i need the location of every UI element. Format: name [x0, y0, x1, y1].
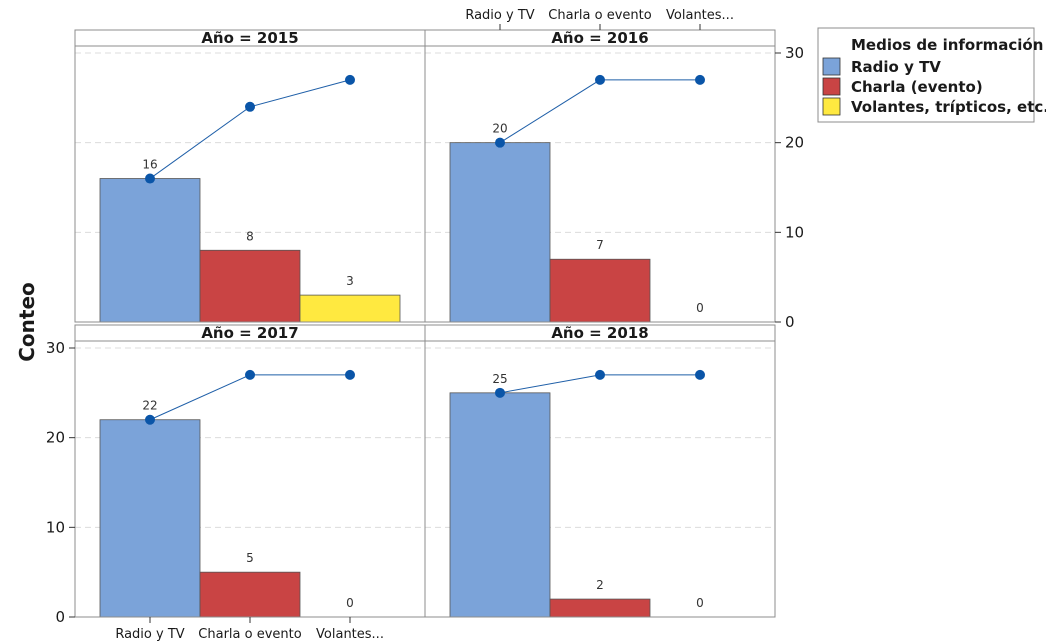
data-label: 7 [596, 238, 604, 252]
y-tick-label: 20 [46, 429, 65, 447]
cumulative-point [495, 387, 505, 398]
bar-radio-y-tv [449, 392, 551, 618]
data-label: 3 [346, 274, 354, 288]
y-tick-label: 0 [785, 313, 795, 331]
y-tick-label: 30 [785, 44, 804, 62]
cumulative-point [595, 74, 605, 85]
data-label: 8 [246, 229, 254, 243]
panel-title: Año = 2015 [201, 29, 298, 47]
legend-title: Medios de información [851, 36, 1043, 54]
data-label: 2 [596, 578, 604, 592]
y-tick-label: 10 [785, 223, 804, 241]
data-label: 22 [142, 399, 157, 413]
legend-swatch [822, 57, 841, 76]
bar-volantes- [299, 294, 401, 323]
cumulative-point [695, 74, 705, 85]
y-tick-label: 10 [46, 518, 65, 536]
bar-charla-o-evento [199, 249, 301, 323]
bar-radio-y-tv [99, 419, 201, 618]
x-tick-label: Radio y TV [465, 8, 534, 23]
data-label: 16 [142, 158, 157, 172]
cumulative-point [345, 369, 355, 380]
legend-swatch [822, 97, 841, 116]
cumulative-point [145, 414, 155, 425]
legend-box [817, 27, 1035, 123]
bar-radio-y-tv [99, 178, 201, 323]
cumulative-point [695, 369, 705, 380]
bar-charla-o-evento [199, 571, 301, 618]
panel-title: Año = 2016 [551, 29, 648, 47]
cumulative-point [345, 74, 355, 85]
y-tick-label: 0 [55, 608, 65, 626]
panel-2015: 16 8 3 Año = 2015 [74, 29, 426, 323]
x-tick-label: Radio y TV [115, 627, 184, 642]
bar-charla-o-evento [549, 598, 651, 618]
cumulative-point [145, 173, 155, 184]
y-tick-label: 30 [46, 339, 65, 357]
x-tick-label: Charla o evento [198, 627, 301, 642]
data-label: 20 [492, 122, 507, 136]
legend-entry-label: Volantes, trípticos, etc. [851, 98, 1046, 116]
panel-title: Año = 2018 [551, 324, 648, 342]
cumulative-line [499, 79, 700, 144]
data-label: 0 [346, 596, 354, 610]
legend: Medios de información Radio y TV Charla (… [817, 27, 1046, 123]
cumulative-point [245, 101, 255, 112]
bar-radio-y-tv [449, 142, 551, 323]
legend-swatch [822, 77, 841, 96]
legend-entry-label: Charla (evento) [851, 78, 983, 96]
data-label: 0 [696, 596, 704, 610]
data-label: 5 [246, 551, 254, 565]
x-tick-label: Volantes... [666, 8, 734, 23]
panel-2018: 25 2 0 Año = 2018 [424, 324, 776, 618]
legend-entry-label: Radio y TV [851, 58, 941, 76]
cumulative-line [149, 374, 350, 421]
cumulative-line [149, 79, 351, 179]
panel-strip [424, 324, 776, 342]
data-label: 25 [492, 372, 507, 386]
x-tick-label: Charla o evento [548, 8, 651, 23]
panel-2016: 20 7 0 Año = 2016 [424, 29, 776, 323]
cumulative-point [595, 369, 605, 380]
y-axis-label: Conteo [15, 282, 39, 362]
y-tick-label: 20 [785, 134, 804, 152]
cumulative-point [245, 369, 255, 380]
panel-2017: 22 5 0 Año = 2017 [74, 324, 426, 618]
data-label: 0 [696, 301, 704, 315]
cumulative-point [495, 137, 505, 148]
panel-title: Año = 2017 [201, 324, 298, 342]
x-tick-label: Volantes... [316, 627, 384, 642]
bar-charla-o-evento [549, 258, 651, 323]
